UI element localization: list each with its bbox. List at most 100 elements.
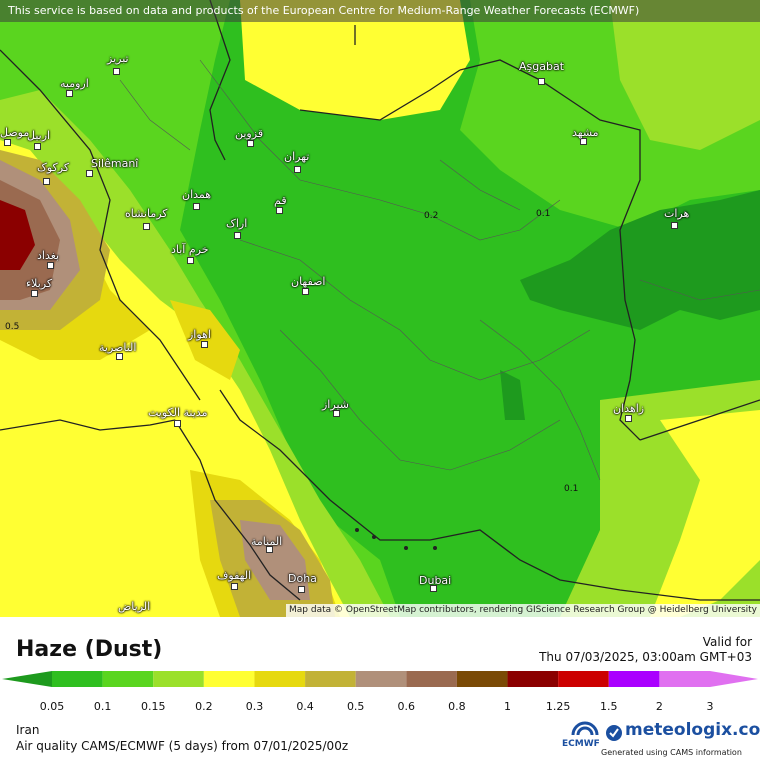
cams-credit: Generated using CAMS information [601, 748, 742, 757]
city-marker[interactable] [187, 257, 194, 264]
city-marker[interactable] [86, 170, 93, 177]
city-label: Aşgabat [519, 60, 565, 73]
valid-label: Valid for [702, 635, 752, 649]
city-label: Dubai [419, 574, 452, 587]
map-attribution[interactable]: Map data © OpenStreetMap contributors, r… [286, 604, 760, 617]
model-info: Air quality CAMS/ECMWF (5 days) from 07/… [16, 739, 349, 753]
scale-bin [355, 671, 407, 687]
city-label: مدينة الكويت [148, 406, 208, 419]
city-marker[interactable] [116, 353, 123, 360]
city-marker[interactable] [193, 203, 200, 210]
scale-tick-label: 1.5 [600, 700, 618, 713]
contour-label: 0.5 [5, 322, 20, 332]
meteologix-logo[interactable]: meteologix.com [625, 720, 760, 740]
city-label: الناصرية [99, 341, 137, 354]
city-marker[interactable] [174, 420, 181, 427]
city-label: کربلاء [26, 277, 53, 290]
scale-tick-label: 0.5 [346, 700, 365, 713]
city-marker[interactable] [538, 78, 545, 85]
city-label: المنامة [251, 535, 283, 548]
city-marker[interactable] [671, 222, 678, 229]
city-marker[interactable] [4, 139, 11, 146]
city-label: اصفهان [291, 275, 326, 288]
city-marker[interactable] [113, 68, 120, 75]
city-marker[interactable] [266, 546, 273, 553]
ecmwf-logo-icon [571, 721, 599, 736]
contour-label: 0.2 [424, 211, 439, 221]
city-marker[interactable] [234, 232, 241, 239]
scale-bin [153, 671, 204, 687]
forecast-map[interactable]: This service is based on data and produc… [0, 0, 760, 617]
city-marker[interactable] [625, 415, 632, 422]
scale-tick-label: 1.25 [545, 700, 571, 713]
scale-tick-label: 2 [655, 700, 663, 713]
city-label: اهواز [188, 328, 211, 341]
city-label: بغداد [37, 249, 60, 262]
scale-tick-label: 0.15 [140, 700, 166, 713]
scale-bin [558, 671, 609, 687]
city-label: قم [274, 194, 287, 207]
city-label: کرکوک [37, 161, 70, 174]
city-label: مشهد [572, 126, 599, 139]
city-marker[interactable] [231, 583, 238, 590]
region-name: Iran [16, 723, 40, 737]
scale-tick-label: 0.8 [448, 700, 466, 713]
scale-bin [203, 671, 255, 687]
map-title: Haze (Dust) [16, 637, 163, 662]
scale-tick-label: 0.05 [39, 700, 65, 713]
ecmwf-notice: This service is based on data and produc… [0, 0, 760, 22]
contour-label: 0.1 [564, 484, 579, 494]
city-marker[interactable] [47, 262, 54, 269]
scale-tick-label: 0.4 [296, 700, 314, 713]
scale-bin [254, 671, 306, 687]
meteologix-logo-icon [606, 725, 622, 741]
scale-bin [52, 671, 103, 687]
ecmwf-label: ECMWF [562, 739, 600, 749]
city-label: موصل [0, 126, 30, 139]
city-marker[interactable] [294, 166, 301, 173]
city-label: هرات [664, 207, 690, 220]
city-label: شیراز [322, 398, 349, 411]
color-scale [2, 671, 758, 687]
scale-tick-label: 0.1 [93, 700, 112, 713]
city-marker[interactable] [201, 341, 208, 348]
city-marker[interactable] [430, 585, 437, 592]
scale-bin [406, 671, 457, 687]
scale-bin [456, 671, 508, 687]
city-marker[interactable] [298, 586, 305, 593]
scale-tick-label: 0.6 [397, 700, 416, 713]
scale-tick-label: 3 [706, 700, 714, 713]
legend-panel: Haze (Dust) Valid for Thu 07/03/2025, 03… [0, 617, 760, 760]
scale-bin [305, 671, 356, 687]
dust-field [0, 0, 760, 617]
city-marker[interactable] [43, 178, 50, 185]
city-label: Silêmanî [91, 157, 139, 170]
city-marker[interactable] [276, 207, 283, 214]
city-marker[interactable] [143, 223, 150, 230]
city-label: تبریز [107, 52, 129, 65]
scale-bin-low [2, 671, 52, 687]
city-marker[interactable] [247, 140, 254, 147]
contour-label: 0.1 [536, 209, 551, 219]
city-label: تهران [284, 150, 310, 163]
scale-tick-label: 1 [504, 700, 512, 713]
scale-bin-high [710, 671, 758, 687]
valid-time: Valid for Thu 07/03/2025, 03:00am GMT+03 [539, 635, 752, 665]
scale-tick-label: 0.3 [245, 700, 264, 713]
city-label: اراک [226, 217, 248, 230]
city-label: قزوین [235, 127, 264, 140]
city-label: الهفوف [217, 569, 252, 582]
city-marker[interactable] [333, 410, 340, 417]
city-marker[interactable] [580, 138, 587, 145]
scale-bin [608, 671, 660, 687]
scale-bin [102, 671, 154, 687]
city-marker[interactable] [34, 143, 41, 150]
scale-bin [507, 671, 559, 687]
city-marker[interactable] [302, 288, 309, 295]
city-label: الرياض [118, 600, 151, 613]
city-label: کرمانشاه [125, 207, 168, 220]
city-marker[interactable] [66, 90, 73, 97]
city-marker[interactable] [31, 290, 38, 297]
scale-bin [659, 671, 710, 687]
city-label: Doha [288, 572, 317, 585]
